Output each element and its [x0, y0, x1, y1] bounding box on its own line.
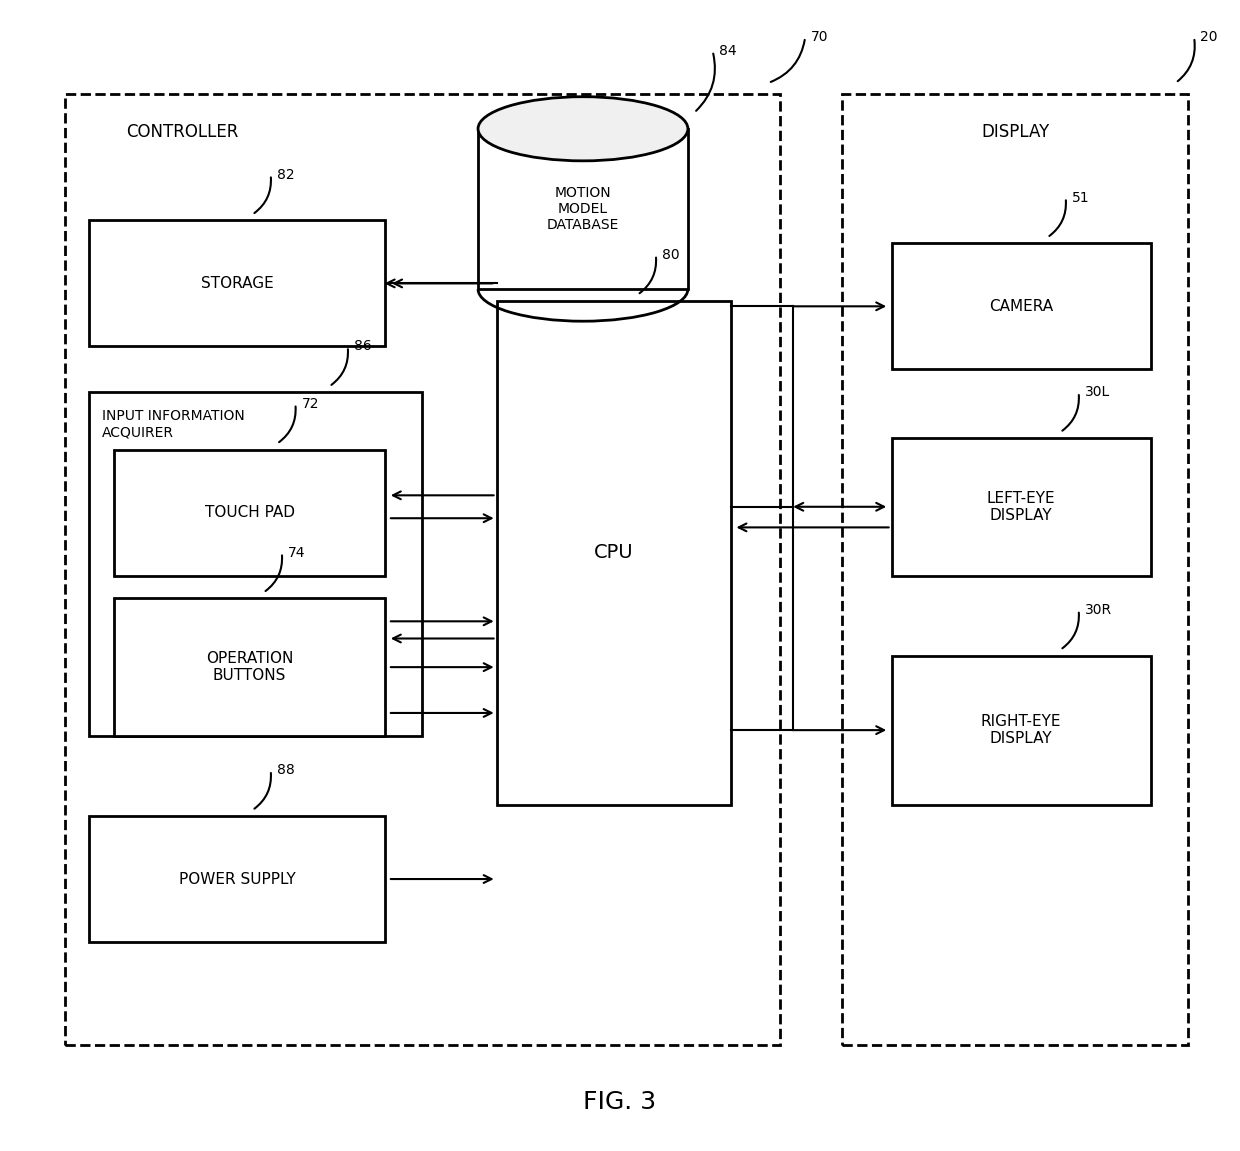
Bar: [114, 599, 386, 735]
Text: INPUT INFORMATION
ACQUIRER: INPUT INFORMATION ACQUIRER: [102, 410, 244, 440]
Bar: [114, 450, 386, 576]
Text: RIGHT-EYE
DISPLAY: RIGHT-EYE DISPLAY: [981, 714, 1061, 746]
Text: 30L: 30L: [1085, 386, 1110, 399]
Ellipse shape: [479, 97, 688, 161]
Bar: [479, 129, 688, 289]
Text: 88: 88: [277, 763, 295, 777]
Text: 20: 20: [1200, 30, 1218, 44]
Text: OPERATION
BUTTONS: OPERATION BUTTONS: [206, 651, 294, 684]
Text: CAMERA: CAMERA: [990, 299, 1053, 314]
Text: DISPLAY: DISPLAY: [981, 123, 1049, 142]
Bar: [64, 94, 780, 1045]
Text: 72: 72: [301, 397, 319, 411]
Text: POWER SUPPLY: POWER SUPPLY: [179, 871, 295, 886]
Text: 84: 84: [719, 44, 737, 58]
Bar: [892, 656, 1151, 805]
Bar: [892, 243, 1151, 369]
Text: 74: 74: [288, 546, 305, 559]
Text: 86: 86: [353, 340, 372, 353]
Text: TOUCH PAD: TOUCH PAD: [205, 505, 295, 520]
Text: MOTION
MODEL
DATABASE: MOTION MODEL DATABASE: [547, 185, 619, 233]
Bar: [496, 300, 732, 805]
Bar: [89, 816, 386, 942]
Text: 30R: 30R: [1085, 603, 1112, 617]
Text: LEFT-EYE
DISPLAY: LEFT-EYE DISPLAY: [987, 490, 1055, 523]
Bar: [89, 392, 423, 735]
Text: 70: 70: [811, 30, 828, 44]
Text: 51: 51: [1071, 191, 1090, 205]
Text: 82: 82: [277, 168, 294, 182]
Text: CPU: CPU: [594, 543, 634, 562]
Text: CONTROLLER: CONTROLLER: [126, 123, 238, 142]
Text: FIG. 3: FIG. 3: [584, 1090, 656, 1114]
Bar: [89, 220, 386, 346]
Bar: [842, 94, 1188, 1045]
Text: STORAGE: STORAGE: [201, 276, 274, 291]
Text: 80: 80: [662, 247, 680, 261]
Bar: [892, 439, 1151, 576]
